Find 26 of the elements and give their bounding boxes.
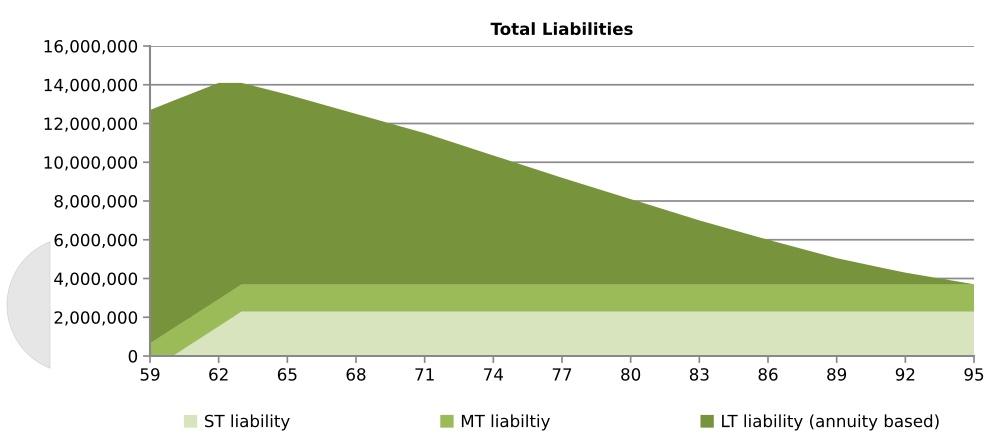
x-tick-label: 59: [140, 368, 160, 381]
x-tick-label: 92: [896, 368, 914, 381]
x-tick-label: 68: [346, 368, 366, 381]
x-tick-label: 89: [827, 368, 846, 381]
x-tick-label: 83: [690, 368, 709, 381]
y-tick-label: 14,000,000: [44, 78, 138, 94]
x-tick-label: 86: [758, 368, 778, 381]
legend-label: LT liability (annuity based): [722, 414, 939, 431]
x-tick-label: 65: [278, 368, 296, 381]
x-tick-label: 74: [484, 368, 503, 380]
y-tick-label: 8,000,000: [54, 194, 138, 210]
y-tick-label: 6,000,000: [54, 234, 138, 248]
legend-label: MT liabiltiy: [462, 414, 550, 431]
y-tick-label: 10,000,000: [44, 156, 138, 171]
x-tick-label: 62: [209, 368, 228, 381]
chart-title: Total Liabilities: [490, 22, 633, 36]
y-tick-label: 2,000,000: [54, 311, 138, 326]
x-tick-label: 95: [964, 368, 984, 381]
y-tick-label: 16,000,000: [44, 40, 138, 54]
x-tick-label: 77: [552, 368, 572, 380]
legend-label: ST liability: [204, 414, 290, 431]
x-tick-label: 80: [621, 368, 640, 381]
y-tick-label: 0: [128, 350, 138, 363]
x-tick-label: 71: [415, 368, 434, 380]
y-tick-label: 12,000,000: [44, 117, 138, 132]
y-tick-label: 4,000,000: [54, 272, 138, 287]
